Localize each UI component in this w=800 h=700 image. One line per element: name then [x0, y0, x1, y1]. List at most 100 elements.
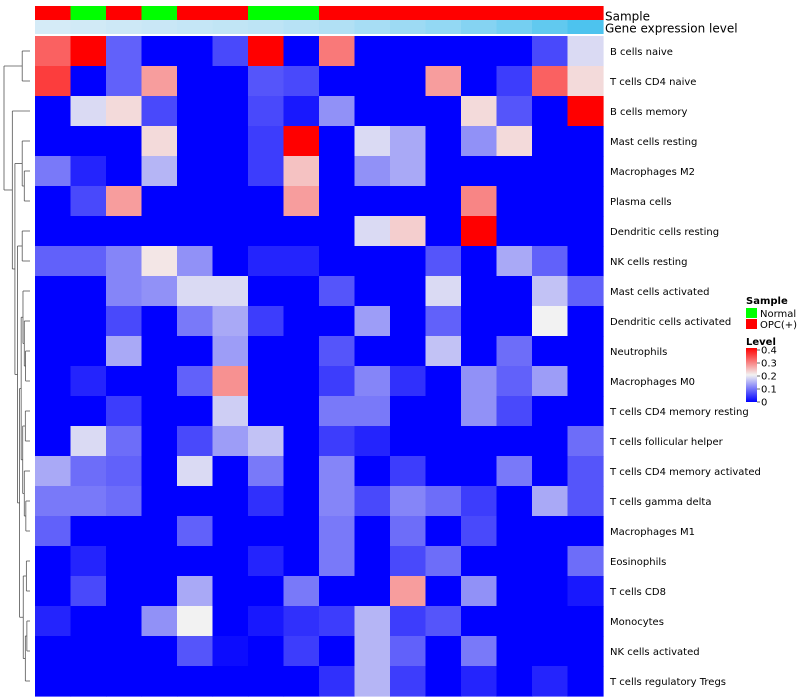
heatmap-cell — [354, 36, 391, 67]
heatmap-cell — [35, 486, 72, 517]
heatmap-cell — [177, 396, 214, 427]
heatmap-cell — [567, 186, 604, 217]
heatmap-cell — [319, 276, 356, 307]
heatmap-cell — [70, 216, 107, 247]
heatmap-cell — [70, 366, 107, 397]
heatmap-cell — [141, 246, 178, 277]
heatmap-cell — [532, 126, 569, 157]
heatmap-cell — [248, 306, 285, 337]
heatmap-cell — [106, 606, 143, 637]
heatmap-cell — [425, 216, 462, 247]
sample-annotation-cell — [461, 6, 498, 20]
heatmap-cell — [141, 666, 178, 697]
heatmap-cell — [141, 186, 178, 217]
row-label: Macrophages M1 — [610, 527, 695, 538]
heatmap-cell — [212, 96, 249, 127]
heatmap-cell — [35, 186, 72, 217]
heatmap-cell — [461, 516, 498, 547]
heatmap-cell — [177, 246, 214, 277]
heatmap-cell — [106, 246, 143, 277]
heatmap-cell — [532, 396, 569, 427]
heatmap-cell — [354, 306, 391, 337]
expression-annotation-cell — [177, 20, 214, 34]
heatmap-cell — [141, 606, 178, 637]
heatmap-cell — [532, 636, 569, 667]
heatmap-cell — [425, 516, 462, 547]
heatmap-cell — [248, 636, 285, 667]
heatmap-cell — [354, 66, 391, 97]
heatmap-cell — [567, 666, 604, 697]
heatmap-cell — [319, 96, 356, 127]
heatmap-cell — [496, 246, 533, 277]
heatmap-cell — [248, 456, 285, 487]
sample-annotation-cell — [354, 6, 391, 20]
heatmap-cell — [425, 66, 462, 97]
heatmap-cell — [177, 36, 214, 67]
heatmap-cell — [283, 576, 320, 607]
heatmap-cell — [248, 666, 285, 697]
sample-annotation-cell — [567, 6, 604, 20]
expression-annotation-cell — [532, 20, 569, 34]
heatmap-cell — [567, 576, 604, 607]
row-label: NK cells resting — [610, 257, 687, 268]
heatmap-cell — [248, 216, 285, 247]
heatmap-cell — [496, 576, 533, 607]
heatmap-cell — [425, 426, 462, 457]
heatmap-cell — [496, 426, 533, 457]
heatmap-cell — [248, 36, 285, 67]
heatmap-cell — [212, 156, 249, 187]
heatmap-cell — [461, 336, 498, 367]
heatmap-cell — [425, 96, 462, 127]
heatmap-cell — [532, 576, 569, 607]
heatmap-cell — [319, 666, 356, 697]
legend-tick-label: 0.1 — [761, 385, 777, 396]
heatmap-cell — [35, 516, 72, 547]
heatmap-cell — [567, 96, 604, 127]
heatmap-cell — [567, 126, 604, 157]
heatmap-cell — [496, 36, 533, 67]
heatmap-cell — [319, 36, 356, 67]
heatmap-cell — [354, 546, 391, 577]
sample-annotation-cell — [70, 6, 107, 20]
heatmap-cell — [319, 336, 356, 367]
row-label: T cells CD4 memory resting — [609, 407, 749, 418]
heatmap-cell — [106, 216, 143, 247]
row-label: NK cells activated — [610, 647, 700, 658]
heatmap-cell — [283, 66, 320, 97]
heatmap-cell — [390, 486, 427, 517]
heatmap-cell — [461, 156, 498, 187]
heatmap-cell — [283, 366, 320, 397]
heatmap-cell — [354, 516, 391, 547]
heatmap-cell — [354, 366, 391, 397]
heatmap-cell — [354, 486, 391, 517]
heatmap-cell — [283, 396, 320, 427]
heatmap-cell — [390, 276, 427, 307]
heatmap-cell — [496, 276, 533, 307]
heatmap-cell — [567, 426, 604, 457]
heatmap-cell — [354, 216, 391, 247]
row-label: B cells naive — [610, 47, 673, 58]
heatmap-cell — [354, 156, 391, 187]
heatmap-cell — [283, 156, 320, 187]
heatmap-cell — [496, 456, 533, 487]
heatmap-cell — [461, 276, 498, 307]
heatmap-cell — [212, 186, 249, 217]
heatmap-cell — [248, 126, 285, 157]
heatmap-cell — [496, 516, 533, 547]
row-label: Plasma cells — [610, 197, 672, 208]
heatmap-cell — [532, 666, 569, 697]
expression-annotation-cell — [70, 20, 107, 34]
heatmap-cell — [35, 606, 72, 637]
annotation-label-expression: Gene expression level — [605, 22, 738, 36]
heatmap-cell — [354, 396, 391, 427]
heatmap-cell — [212, 216, 249, 247]
row-label: Dendritic cells resting — [610, 227, 719, 238]
heatmap-cell — [461, 216, 498, 247]
heatmap-cell — [461, 666, 498, 697]
heatmap-cell — [390, 336, 427, 367]
heatmap-cell — [212, 606, 249, 637]
heatmap-cell — [567, 246, 604, 277]
heatmap-cell — [496, 366, 533, 397]
heatmap-cell — [390, 636, 427, 667]
heatmap-cell — [177, 486, 214, 517]
